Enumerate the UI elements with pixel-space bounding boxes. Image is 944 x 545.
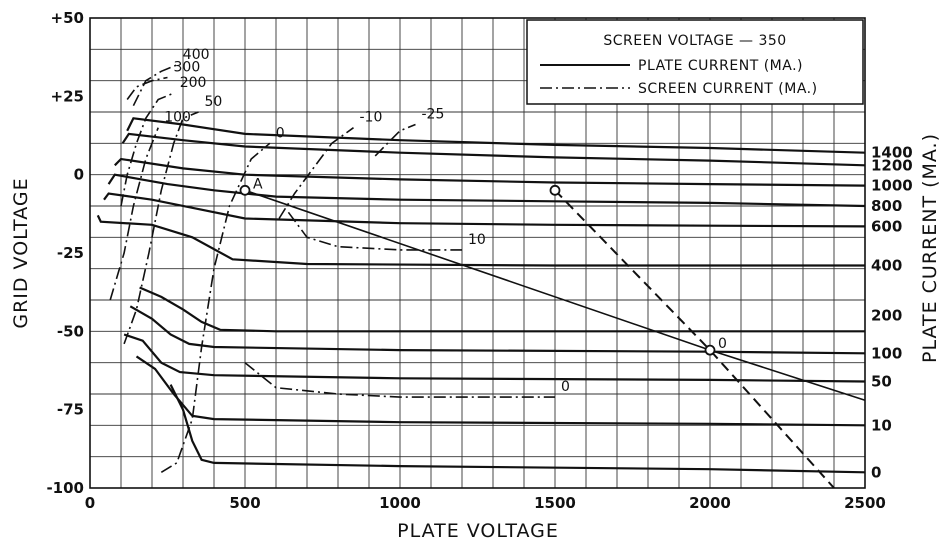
x-tick-label: 500 <box>229 494 260 512</box>
plate-current-curve-10 <box>135 355 866 427</box>
screen-current-curve <box>160 142 271 473</box>
y2-axis-title: PLATE CURRENT (MA.) <box>919 133 941 363</box>
curve-labels: 1400120010008006004002001005010040030020… <box>164 47 913 481</box>
plate-current-label: 800 <box>871 197 902 215</box>
plate-current-curve-200 <box>139 286 865 333</box>
plate-current-curve-1200 <box>121 132 866 167</box>
y-tick-label: +25 <box>51 87 84 105</box>
screen-current-label: 0 <box>276 125 285 141</box>
plate-current-label: 50 <box>871 372 892 390</box>
operating-point-marker <box>704 344 716 356</box>
legend-title: SCREEN VOLTAGE — 350 <box>603 33 786 49</box>
x-tick-labels: 0 500 1000 1500 2000 2500 <box>85 494 886 512</box>
y-tick-label: +50 <box>51 9 84 27</box>
x-tick-label: 1000 <box>379 494 421 512</box>
screen-current-label: 0 <box>561 379 570 395</box>
y-tick-label: -25 <box>57 244 84 262</box>
x-tick-label: 2500 <box>844 494 886 512</box>
y-tick-label: -100 <box>46 479 84 497</box>
plate-current-curve-1400 <box>126 117 866 154</box>
legend-box <box>526 19 864 105</box>
screen-current-curve <box>374 123 416 157</box>
screen-current-curve <box>287 211 462 251</box>
legend-entry-screen: SCREEN CURRENT (MA.) <box>638 81 818 97</box>
plate-current-label: 200 <box>871 307 902 325</box>
grid-lines <box>90 18 865 488</box>
screen-current-curve <box>123 111 199 345</box>
screen-current-curve <box>278 127 354 219</box>
plate-current-curves <box>96 117 866 474</box>
plate-current-label: 10 <box>871 416 892 434</box>
plate-current-curve-0 <box>169 384 866 474</box>
y-tick-label: -50 <box>57 322 84 340</box>
x-tick-label: 1500 <box>534 494 576 512</box>
plate-current-label: 1000 <box>871 177 913 195</box>
plate-current-curve-1000 <box>114 157 866 187</box>
plate-current-label: 100 <box>871 344 902 362</box>
dashed-load-line <box>554 189 835 489</box>
y-tick-label: -75 <box>57 401 84 419</box>
load-line-group: A0 <box>239 176 866 489</box>
plate-current-curve-600 <box>103 192 866 228</box>
plate-current-label: 400 <box>871 257 902 275</box>
legend: SCREEN VOLTAGE — 350 PLATE CURRENT (MA.)… <box>526 19 864 105</box>
plot-frame <box>89 17 866 489</box>
screen-current-label: 400 <box>183 47 210 63</box>
x-tick-label: 2000 <box>689 494 731 512</box>
screen-current-label: -25 <box>422 107 445 123</box>
screen-current-label: 300 <box>174 60 201 76</box>
operating-point-label: 0 <box>718 336 727 352</box>
screen-current-curve <box>109 127 159 301</box>
screen-current-curve <box>126 76 168 100</box>
operating-point-label: A <box>253 176 263 192</box>
screen-current-curves <box>109 64 555 473</box>
plate-current-label: 600 <box>871 217 902 235</box>
plate-current-label: 0 <box>871 463 881 481</box>
y-axis-title: GRID VOLTAGE <box>10 177 32 328</box>
operating-point-marker <box>549 184 561 196</box>
screen-current-curve <box>244 362 555 398</box>
plate-current-curve-800 <box>107 173 866 208</box>
plate-current-curve-400 <box>96 214 865 267</box>
screen-current-label: 100 <box>164 110 191 126</box>
screen-current-label: 200 <box>180 75 207 91</box>
y-tick-label: 0 <box>74 166 84 184</box>
x-tick-label: 0 <box>85 494 95 512</box>
plate-current-label: 1400 <box>871 144 913 162</box>
screen-current-curve <box>120 92 175 207</box>
screen-current-label: 50 <box>205 94 223 110</box>
screen-current-curve <box>132 64 178 107</box>
legend-entry-plate: PLATE CURRENT (MA.) <box>638 58 803 74</box>
plate-current-label: 1200 <box>871 156 913 174</box>
plate-current-curve-50 <box>123 333 866 383</box>
screen-current-label: -10 <box>360 110 383 126</box>
x-axis-title: PLATE VOLTAGE <box>397 520 559 542</box>
operating-point-marker <box>239 184 251 196</box>
screen-current-label: 10 <box>468 232 486 248</box>
y-tick-labels: +50 +25 0 -25 -50 -75 -100 <box>46 9 84 497</box>
